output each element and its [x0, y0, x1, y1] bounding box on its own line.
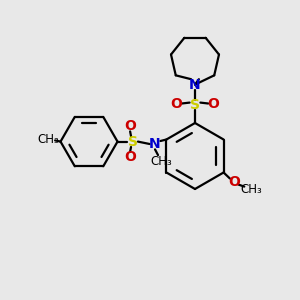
Text: S: S	[190, 98, 200, 112]
Text: O: O	[208, 97, 220, 110]
Text: CH₃: CH₃	[240, 182, 262, 196]
Text: O: O	[228, 175, 240, 188]
Text: N: N	[149, 137, 161, 151]
Text: CH₃: CH₃	[38, 133, 59, 146]
Text: O: O	[124, 150, 136, 164]
Text: CH₃: CH₃	[150, 154, 172, 168]
Text: O: O	[124, 119, 136, 133]
Text: S: S	[128, 135, 137, 148]
Text: N: N	[189, 78, 201, 92]
Text: O: O	[170, 97, 182, 110]
